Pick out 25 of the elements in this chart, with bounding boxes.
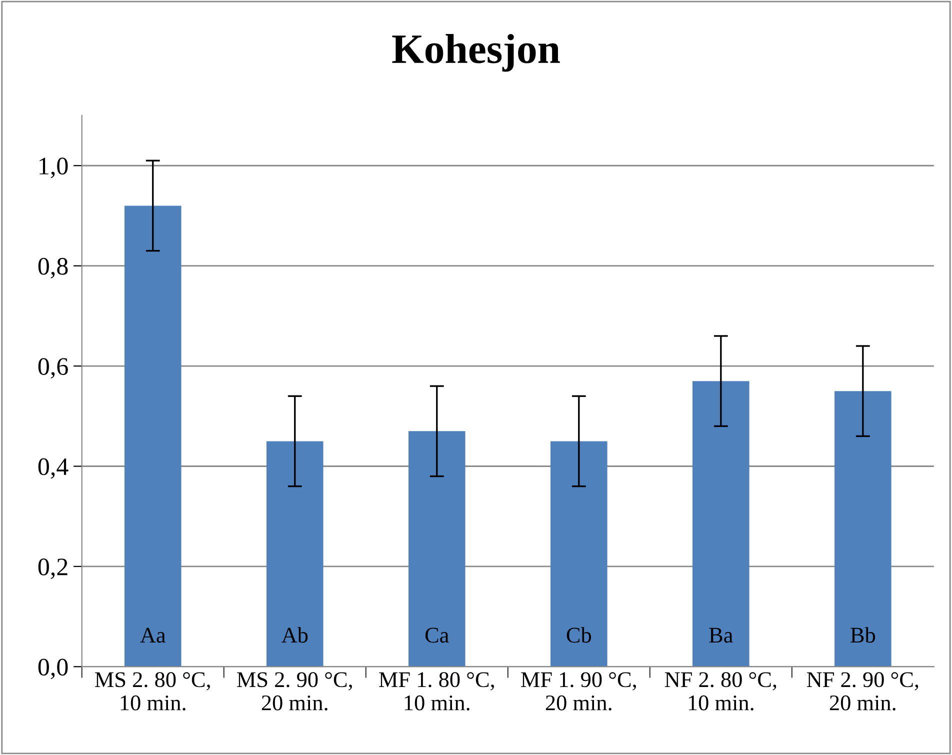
y-tick-label: 1,0: [40, 158, 68, 178]
data-label: Ba: [709, 628, 733, 643]
x-tick-label: MF 1. 80 °C, 10 min.: [379, 672, 494, 710]
data-label: Aa: [140, 628, 166, 643]
data-label: Ab: [282, 627, 308, 643]
chart-title: Kohesjon: [392, 34, 560, 72]
x-tick-label: NF 2. 80 °C, 10 min.: [664, 672, 776, 710]
x-tick-label: MF 1. 90 °C, 20 min.: [521, 672, 636, 710]
bar: [550, 441, 608, 667]
x-tick-label: MS 2. 90 °C, 20 min.: [237, 672, 352, 710]
bar: [408, 431, 466, 667]
y-tick-label: 0,0: [38, 658, 68, 680]
y-tick-label: 0,6: [38, 358, 68, 379]
data-label: Ca: [425, 628, 449, 643]
bar: [834, 391, 892, 667]
y-tick-label: 0,8: [38, 258, 68, 278]
bar: [124, 206, 182, 667]
x-tick-label: NF 2. 90 °C, 20 min.: [806, 672, 918, 710]
x-tick-label: MS 2. 80 °C, 10 min.: [95, 672, 210, 710]
data-label: Cb: [566, 627, 592, 643]
y-tick-label: 0,4: [38, 458, 68, 479]
bar: [692, 381, 750, 667]
y-tick-label: 0,2: [38, 558, 68, 579]
data-label: Bb: [850, 627, 876, 643]
bar: [266, 441, 324, 667]
